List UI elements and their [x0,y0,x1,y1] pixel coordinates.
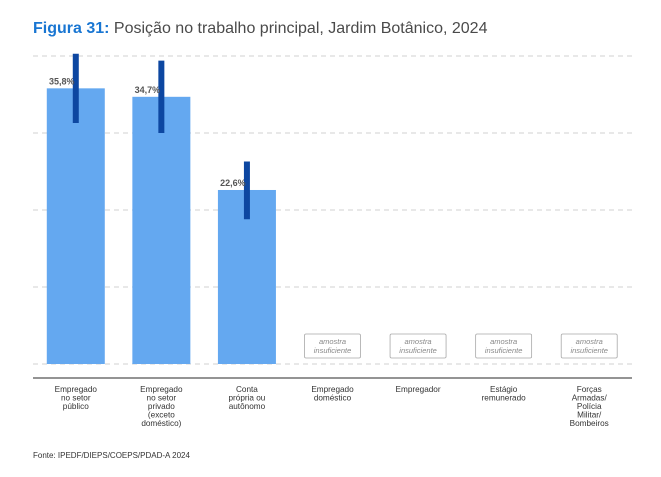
insufficient-sample-label: amostra [490,337,517,346]
insufficient-sample-label: amostra [319,337,346,346]
figure-number: Figura 31: [33,20,110,37]
figure-title: Figura 31: Posição no trabalho principal… [33,20,487,38]
insufficient-sample-box [475,333,533,359]
insufficient-sample-box [560,333,618,359]
insufficient-sample-label: amostra [576,337,603,346]
x-tick-label: no setor [147,394,177,403]
data-label: 22,6% [220,178,246,188]
data-label: 35,8% [49,76,75,86]
bar [132,96,191,364]
x-tick-label: Empregador [396,385,441,394]
x-tick-label: Estágio [490,385,518,394]
x-tick-label: (exceto [148,411,175,420]
insufficient-sample-box [304,333,361,359]
x-tick-label: público [63,402,89,411]
bar [46,88,105,364]
x-tick-label: Armadas/ [572,394,608,403]
insufficient-sample-label: insuficiente [485,346,523,355]
x-tick-label: no setor [61,394,91,403]
insufficient-sample-label: insuficiente [570,346,608,355]
x-tick-label: remunerado [482,394,527,403]
x-tick-label: autônomo [229,402,266,411]
insufficient-sample-label: insuficiente [314,346,352,355]
insufficient-sample-box [389,333,447,359]
data-label: 34,7% [135,85,161,95]
x-tick-label: Polícia [577,402,602,411]
x-tick-label: Militar/ [577,411,602,420]
insufficient-sample-label: insuficiente [399,346,437,355]
x-tick-label: Forças [577,385,602,394]
x-tick-label: Bombeiros [570,419,609,428]
x-tick-label: Conta [236,385,258,394]
x-tick-label: doméstico) [141,419,181,428]
x-tick-label: Empregado [140,385,183,394]
x-tick-label: doméstico [314,394,352,403]
insufficient-sample-label: amostra [405,337,432,346]
x-tick-label: privado [148,402,175,411]
x-tick-label: Empregado [55,385,98,394]
x-tick-label: própria ou [228,394,265,403]
source-note: Fonte: IPEDF/DIEPS/COEPS/PDAD-A 2024 [33,451,190,460]
x-tick-label: Empregado [311,385,354,394]
figure-title-text: Posição no trabalho principal, Jardim Bo… [113,20,488,37]
